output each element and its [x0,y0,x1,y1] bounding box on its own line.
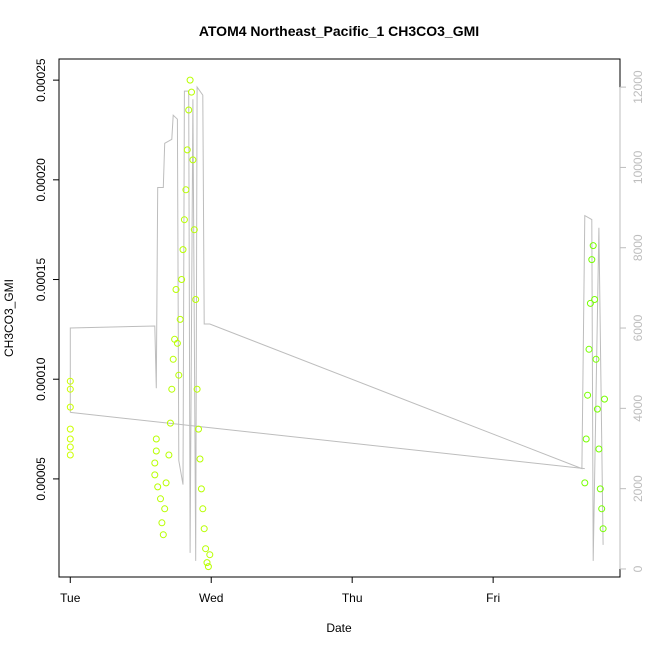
data-point-6 [66,377,74,385]
data-point-46 [206,551,214,559]
data-point-44 [203,559,211,567]
data-point-28 [180,216,188,224]
data-point-17 [165,451,173,459]
data-point-26 [178,276,186,283]
y-tick-label: 0.00010 [34,357,48,401]
data-point-40 [197,485,205,493]
data-point-34 [189,156,197,164]
data-point-45 [204,563,212,571]
data-point-35 [190,226,198,234]
data-point-14 [159,531,167,539]
data-point-12 [157,495,164,503]
data-point-4 [66,403,74,411]
y-right-tick-label: 12000 [631,70,645,104]
data-point-32 [186,76,194,84]
data-point-22 [172,286,180,293]
data-point-36 [192,296,200,303]
data-point-56 [593,405,601,413]
data-point-30 [183,146,191,154]
y-tick-label: 0.00015 [34,258,48,302]
data-point-25 [176,315,184,323]
y-tick-label: 0.00005 [34,457,48,501]
data-point-43 [202,545,210,553]
data-point-31 [185,106,193,114]
data-point-19 [168,385,176,393]
data-point-5 [66,385,74,393]
data-point-18 [166,419,174,427]
y-tick-label: 0.00025 [34,58,48,102]
data-point-15 [161,505,169,513]
data-point-10 [152,435,160,443]
data-point-37 [193,385,201,393]
y-axis-right: 0 2000 4000 6000 8000 10000 12000 [619,70,645,572]
x-axis: Tue Wed Thu Fri [60,576,500,605]
data-point-33 [188,88,195,96]
data-point-47 [581,479,589,487]
data-point-29 [182,186,190,194]
series-line-1 [69,85,604,561]
x-tick-label: Wed [199,591,223,605]
y-right-tick-label: 6000 [631,314,645,341]
y-tick-label: 0.00020 [34,158,48,202]
y-axis: 0.00005 0.00010 0.00015 0.00020 0.00025 [34,58,60,501]
data-point-52 [588,256,596,264]
data-point-0 [66,451,74,459]
data-point-9 [152,447,160,455]
data-point-8 [151,459,159,467]
data-point-50 [585,345,593,353]
y-right-tick-label: 10000 [631,150,645,184]
data-point-16 [162,479,170,487]
data-point-27 [179,246,187,254]
data-point-42 [200,525,208,533]
y-axis-label: CH3CO3_GMI [2,279,16,357]
data-point-41 [199,505,207,513]
data-point-54 [591,296,599,303]
y-right-tick-label: 2000 [631,475,645,502]
data-point-38 [195,425,202,433]
data-point-7 [151,471,159,479]
data-point-49 [584,391,592,399]
x-axis-label: Date [326,621,352,635]
x-tick-label: Thu [342,591,363,605]
y-right-tick-label: 4000 [631,395,645,422]
data-point-2 [66,435,74,443]
data-point-1 [66,443,74,451]
plot-layer [66,76,608,571]
data-point-24 [175,371,183,379]
series-line-2 [70,411,585,470]
data-point-48 [582,435,590,443]
y-right-tick-label: 0 [631,565,645,572]
plot-frame [58,58,621,578]
data-point-61 [601,395,608,403]
chart-title: ATOM4 Northeast_Pacific_1 CH3CO3_GMI [199,23,479,39]
data-point-39 [196,455,204,463]
data-point-23 [173,339,181,347]
data-point-53 [589,242,597,250]
data-point-57 [595,445,603,453]
data-point-58 [596,485,604,493]
x-tick-label: Tue [60,591,81,605]
data-point-3 [66,425,74,433]
data-point-60 [599,525,607,533]
data-point-11 [154,483,162,491]
data-point-55 [592,355,600,363]
data-point-20 [169,355,177,363]
x-tick-label: Fri [486,591,500,605]
y-right-tick-label: 8000 [631,234,645,261]
data-point-59 [598,505,606,513]
data-point-51 [586,299,594,307]
data-point-13 [158,519,166,527]
